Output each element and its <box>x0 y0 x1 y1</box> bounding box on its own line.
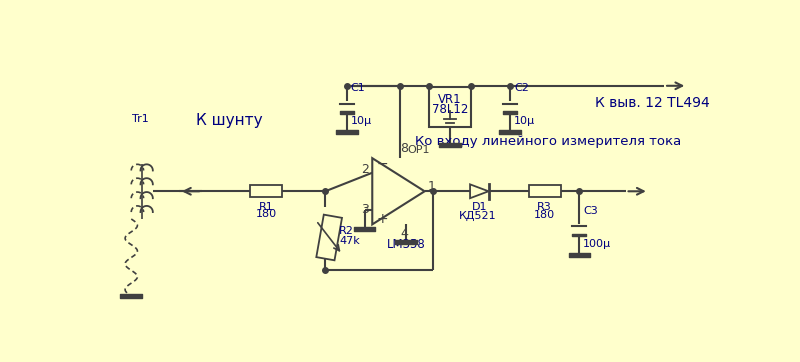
Text: 10μ: 10μ <box>514 116 535 126</box>
Polygon shape <box>372 158 425 224</box>
Text: К шунту: К шунту <box>196 113 262 128</box>
Bar <box>529 185 561 197</box>
Text: 47k: 47k <box>339 236 360 245</box>
Text: LM358: LM358 <box>386 238 426 251</box>
Text: −: − <box>376 156 388 171</box>
Text: VR1: VR1 <box>438 93 462 106</box>
Text: Tr1: Tr1 <box>132 114 149 124</box>
Text: КД521: КД521 <box>459 211 497 220</box>
Bar <box>429 87 471 127</box>
Text: 180: 180 <box>255 209 277 219</box>
Polygon shape <box>470 184 489 198</box>
Text: 100μ: 100μ <box>583 239 611 249</box>
Text: 78L12: 78L12 <box>432 103 468 116</box>
Text: 180: 180 <box>534 210 555 220</box>
Text: R3: R3 <box>538 202 552 212</box>
Text: +: + <box>376 212 388 226</box>
Text: C3: C3 <box>583 206 598 216</box>
Text: 1: 1 <box>428 180 435 193</box>
Text: OP1: OP1 <box>408 145 430 155</box>
Text: D1: D1 <box>471 202 487 212</box>
Bar <box>316 215 342 260</box>
Text: 10μ: 10μ <box>350 116 372 126</box>
Text: 3: 3 <box>362 203 369 216</box>
Text: 2: 2 <box>362 163 369 176</box>
Text: К выв. 12 TL494: К выв. 12 TL494 <box>594 96 710 110</box>
Bar <box>250 185 282 197</box>
Text: 8: 8 <box>400 142 408 155</box>
Text: 4: 4 <box>400 227 408 240</box>
Text: C2: C2 <box>514 84 529 93</box>
Text: C1: C1 <box>350 84 366 93</box>
Text: R2: R2 <box>339 226 354 236</box>
Text: R1: R1 <box>258 202 274 212</box>
Text: Ко входу линейного измерителя тока: Ко входу линейного измерителя тока <box>415 135 682 148</box>
